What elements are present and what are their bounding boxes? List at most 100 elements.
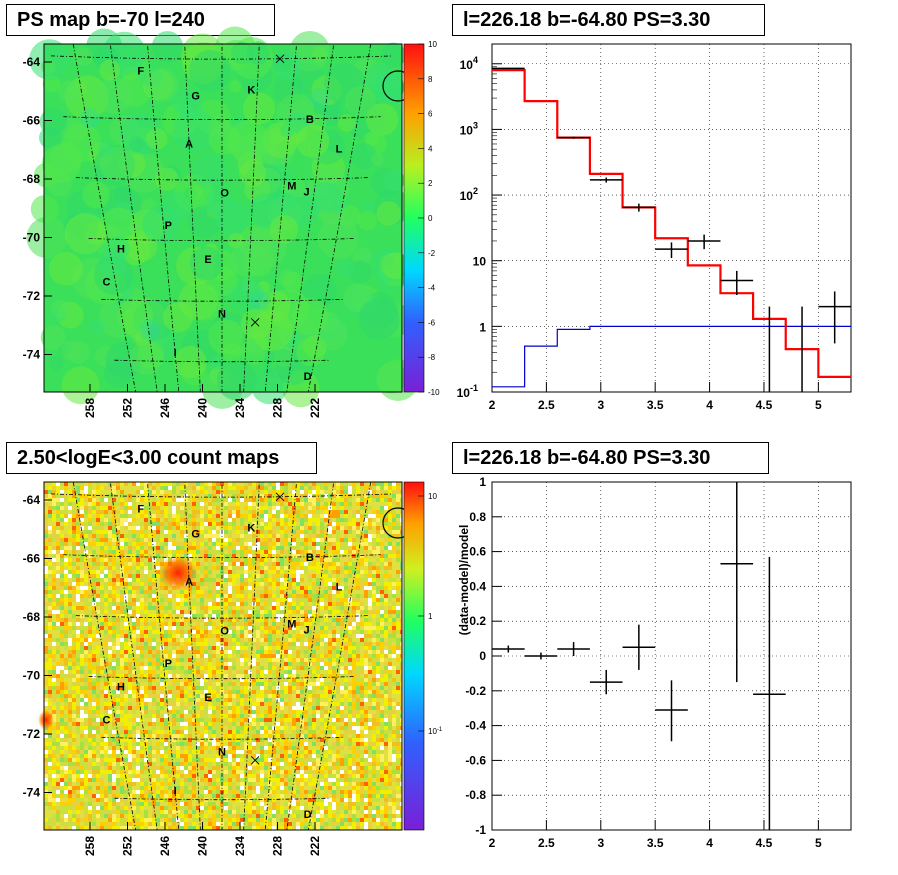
- count-map-pixel: [236, 602, 240, 606]
- count-map-pixel: [256, 518, 260, 522]
- count-map-pixel: [152, 514, 156, 518]
- count-map-pixel: [300, 498, 304, 502]
- count-map-pixel: [112, 582, 116, 586]
- count-map-pixel: [324, 678, 328, 682]
- count-map-pixel: [296, 642, 300, 646]
- count-map-pixel: [204, 610, 208, 614]
- count-map-pixel: [132, 490, 136, 494]
- count-map-pixel: [136, 566, 140, 570]
- count-map-pixel: [264, 558, 268, 562]
- count-map-pixel: [204, 630, 208, 634]
- count-map-pixel: [296, 546, 300, 550]
- count-map-pixel: [64, 586, 68, 590]
- count-map-pixel: [232, 562, 236, 566]
- count-map-pixel: [44, 546, 48, 550]
- count-map-pixel: [132, 570, 136, 574]
- count-map-pixel: [320, 530, 324, 534]
- count-map-pixel: [64, 482, 68, 486]
- count-map-pixel: [108, 602, 112, 606]
- count-map-pixel: [200, 614, 204, 618]
- count-map-pixel: [216, 662, 220, 666]
- count-map-pixel: [280, 574, 284, 578]
- count-map-pixel: [300, 542, 304, 546]
- count-map-pixel: [208, 686, 212, 690]
- count-map-pixel: [132, 538, 136, 542]
- count-map-pixel: [264, 618, 268, 622]
- count-map-pixel: [232, 590, 236, 594]
- count-map-pixel: [212, 674, 216, 678]
- count-map-pixel: [212, 510, 216, 514]
- count-map-pixel: [56, 510, 60, 514]
- count-map-pixel: [64, 666, 68, 670]
- count-map-pixel: [264, 494, 268, 498]
- count-map-pixel: [112, 498, 116, 502]
- count-map-pixel: [128, 550, 132, 554]
- count-map-pixel: [192, 674, 196, 678]
- count-map-pixel: [336, 610, 340, 614]
- count-map-pixel: [224, 486, 228, 490]
- count-map-pixel: [176, 606, 180, 610]
- count-map-pixel: [312, 674, 316, 678]
- count-map-pixel: [64, 626, 68, 630]
- count-map-pixel: [188, 586, 192, 590]
- count-map-pixel: [48, 558, 52, 562]
- count-map-pixel: [80, 486, 84, 490]
- count-map-pixel: [276, 682, 280, 686]
- count-map-pixel: [384, 498, 388, 502]
- count-map-pixel: [252, 654, 256, 658]
- ps-map-texture-blob: [296, 337, 325, 367]
- count-map-pixel: [164, 634, 168, 638]
- count-map-pixel: [48, 490, 52, 494]
- count-map-pixel: [392, 542, 396, 546]
- count-map-pixel: [204, 598, 208, 602]
- count-map-pixel: [304, 566, 308, 570]
- count-map-pixel: [320, 542, 324, 546]
- count-map-pixel: [376, 594, 380, 598]
- ps-map-texture-blob: [210, 355, 225, 370]
- count-map-pixel: [192, 526, 196, 530]
- count-map-pixel: [252, 610, 256, 614]
- count-map-pixel: [116, 662, 120, 666]
- count-map-pixel: [204, 534, 208, 538]
- count-map-pixel: [160, 674, 164, 678]
- count-map-pixel: [348, 534, 352, 538]
- count-map-pixel: [336, 618, 340, 622]
- count-map-pixel: [380, 638, 384, 642]
- count-map-pixel: [120, 658, 124, 662]
- count-map-pixel: [312, 578, 316, 582]
- count-map-pixel: [216, 674, 220, 678]
- count-map-pixel: [168, 526, 172, 530]
- count-map-pixel: [144, 526, 148, 530]
- count-map-pixel: [208, 538, 212, 542]
- count-map-pixel: [364, 638, 368, 642]
- count-map-pixel: [364, 498, 368, 502]
- count-map-pixel: [292, 486, 296, 490]
- count-map-pixel: [140, 518, 144, 522]
- count-map-pixel: [48, 646, 52, 650]
- count-map-pixel: [92, 682, 96, 686]
- count-map-pixel: [100, 578, 104, 582]
- count-map-pixel: [280, 662, 284, 666]
- count-map-pixel: [368, 522, 372, 526]
- count-map-pixel: [48, 562, 52, 566]
- count-map-pixel: [160, 486, 164, 490]
- count-map-pixel: [204, 642, 208, 646]
- count-map-pixel: [64, 602, 68, 606]
- count-map-pixel: [152, 582, 156, 586]
- count-map-pixel: [88, 486, 92, 490]
- ps-map-texture-blob: [40, 324, 66, 351]
- source-label-H: H: [117, 244, 125, 256]
- count-map-pixel: [148, 626, 152, 630]
- count-map-pixel: [252, 542, 256, 546]
- count-map-pixel: [156, 654, 160, 658]
- count-map-pixel: [312, 570, 316, 574]
- count-map-pixel: [336, 562, 340, 566]
- count-map-pixel: [312, 598, 316, 602]
- count-map-pixel: [188, 550, 192, 554]
- count-map-pixel: [252, 590, 256, 594]
- count-map-pixel: [328, 538, 332, 542]
- count-map-pixel: [80, 510, 84, 514]
- count-map-pixel: [184, 626, 188, 630]
- count-map-pixel: [296, 486, 300, 490]
- count-map-pixel: [68, 574, 72, 578]
